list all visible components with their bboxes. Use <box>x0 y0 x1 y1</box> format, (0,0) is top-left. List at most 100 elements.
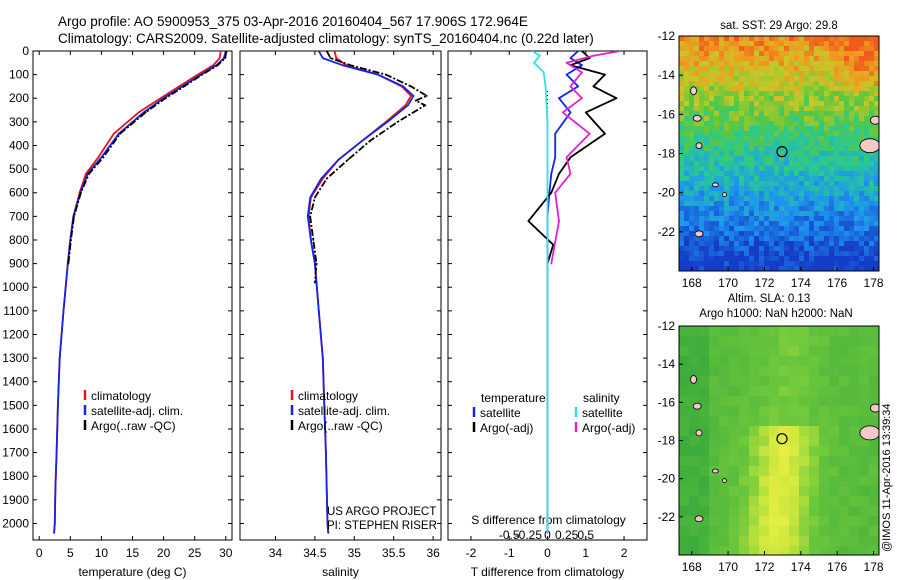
map-cell <box>684 201 690 207</box>
map-cell <box>704 111 710 117</box>
map-cell <box>709 76 715 82</box>
map-cell <box>829 111 835 117</box>
map-cell <box>844 171 850 177</box>
map-cell <box>734 156 740 162</box>
map-cell <box>679 486 690 497</box>
map-cell <box>679 251 685 257</box>
map-cell <box>759 256 765 262</box>
map-cell <box>809 106 815 112</box>
map-cell <box>834 261 840 267</box>
map-cell <box>804 116 810 122</box>
map-cell <box>839 71 845 77</box>
depth-tick-label: 1600 <box>2 422 29 436</box>
map-cell <box>749 66 755 72</box>
map-cell <box>704 86 710 92</box>
map-cell <box>714 131 720 137</box>
map-cell <box>794 241 800 247</box>
map-cell <box>819 476 830 487</box>
map-cell <box>779 71 785 77</box>
map-cell <box>799 506 810 517</box>
map-cell <box>774 136 780 142</box>
map-cell <box>709 446 720 457</box>
map-cell <box>839 101 845 107</box>
map-cell <box>794 136 800 142</box>
map-cell <box>859 126 865 132</box>
map-cell <box>869 386 879 397</box>
island-shape <box>695 142 703 150</box>
map-cell <box>769 246 775 252</box>
s-tick-label: 0.5 <box>577 528 594 542</box>
difference-point <box>565 73 568 76</box>
map-cell <box>789 366 800 377</box>
map-cell <box>689 186 695 192</box>
map-cell <box>839 186 845 192</box>
map-cell <box>739 486 750 497</box>
map-cell <box>859 41 865 47</box>
map-cell <box>749 96 755 102</box>
map-cell <box>724 241 730 247</box>
map-cell <box>809 466 820 477</box>
map-cell <box>789 111 795 117</box>
salinity-point <box>424 104 427 107</box>
map-cell <box>819 206 825 212</box>
map-cell <box>869 456 879 467</box>
map-cell <box>874 126 879 132</box>
map-cell <box>719 226 725 232</box>
map-cell <box>779 51 785 57</box>
map-cell <box>759 156 765 162</box>
map-cell <box>679 336 690 347</box>
legend-entry: satellite <box>582 406 623 420</box>
map-cell <box>739 236 745 242</box>
map-cell <box>809 336 820 347</box>
map-cell <box>684 211 690 217</box>
map-cell <box>759 66 765 72</box>
map-cell <box>814 36 820 42</box>
map-cell <box>764 201 770 207</box>
map-cell <box>729 171 735 177</box>
map-cell <box>799 256 805 262</box>
map-cell <box>724 161 730 167</box>
map-cell <box>854 186 860 192</box>
map-cell <box>679 446 690 457</box>
map-cell <box>749 196 755 202</box>
map-cell <box>804 76 810 82</box>
map-cell <box>854 106 860 112</box>
map-cell <box>679 456 690 467</box>
map-cell <box>734 36 740 42</box>
map-cell <box>819 386 830 397</box>
map-cell <box>824 86 830 92</box>
map-cell <box>789 181 795 187</box>
map-cell <box>804 246 810 252</box>
map-cell <box>679 166 685 172</box>
map-cell <box>829 366 840 377</box>
salinity-line-1 <box>306 51 415 533</box>
map-cell <box>829 106 835 112</box>
map-cell <box>809 346 820 357</box>
map-cell <box>779 191 785 197</box>
map-cell <box>824 206 830 212</box>
map-cell <box>829 191 835 197</box>
map-cell <box>744 81 750 87</box>
map-cell <box>699 211 705 217</box>
map-cell <box>744 121 750 127</box>
map-cell <box>754 231 760 237</box>
map-cell <box>859 376 870 387</box>
map-cell <box>789 56 795 62</box>
map-cell <box>839 236 845 242</box>
map-cell <box>769 506 780 517</box>
map-cell <box>824 96 830 102</box>
map-cell <box>774 181 780 187</box>
map-cell <box>804 181 810 187</box>
map-cell <box>754 101 760 107</box>
map-cell <box>864 176 870 182</box>
map-cell <box>769 446 780 457</box>
map-cell <box>679 466 690 477</box>
map-cell <box>749 516 760 527</box>
map-cell <box>774 166 780 172</box>
island-shape <box>690 86 697 96</box>
map-cell <box>799 466 810 477</box>
difference-point <box>538 54 541 57</box>
map-cell <box>809 221 815 227</box>
map-cell <box>779 376 790 387</box>
map-cell <box>734 46 740 52</box>
